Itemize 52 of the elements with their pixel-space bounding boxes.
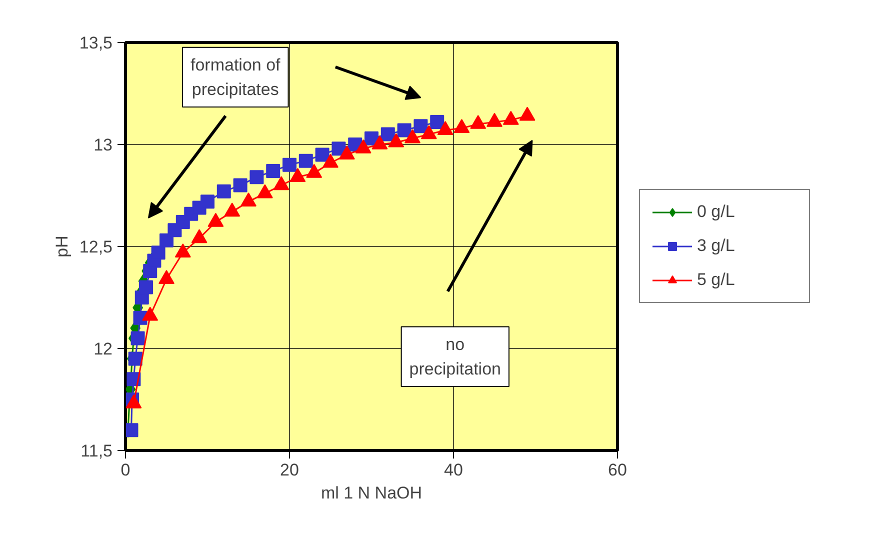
point bbox=[256, 184, 273, 198]
point bbox=[420, 125, 437, 140]
x-axis-title: ml 1 N NaOH bbox=[320, 484, 422, 502]
point bbox=[454, 119, 470, 134]
point bbox=[128, 352, 142, 366]
point bbox=[298, 154, 313, 168]
point bbox=[502, 110, 519, 125]
point bbox=[404, 129, 420, 144]
point bbox=[322, 154, 338, 168]
x-tick-label: 60 bbox=[608, 460, 627, 480]
y-tick-label: 13 bbox=[94, 136, 113, 154]
point bbox=[224, 202, 240, 217]
point bbox=[355, 139, 372, 154]
point bbox=[372, 135, 388, 150]
point bbox=[486, 112, 502, 127]
point bbox=[273, 176, 290, 190]
point bbox=[216, 184, 231, 198]
point bbox=[282, 158, 296, 172]
point bbox=[160, 233, 174, 248]
point bbox=[519, 106, 536, 121]
y-axis-title: pH bbox=[52, 236, 72, 258]
point bbox=[380, 127, 395, 142]
point bbox=[315, 148, 330, 162]
point bbox=[151, 246, 166, 260]
point bbox=[388, 133, 404, 148]
y-tick-label: 12,5 bbox=[79, 238, 113, 256]
annotation: formation of precipitates bbox=[190, 55, 281, 100]
legend-label: 0 g/L bbox=[697, 202, 736, 222]
legend-label: 3 g/L bbox=[697, 236, 736, 256]
point bbox=[470, 114, 486, 129]
point bbox=[126, 423, 138, 438]
x-tick-label: 40 bbox=[444, 460, 463, 480]
x-tick-label: 0 bbox=[120, 460, 130, 480]
y-tick-label: 13,5 bbox=[79, 34, 113, 52]
point bbox=[397, 123, 412, 138]
point bbox=[130, 331, 145, 346]
point bbox=[338, 146, 355, 160]
y-tick-label: 12 bbox=[94, 340, 113, 358]
x-tick-label: 20 bbox=[280, 460, 299, 480]
annotation: no precipitation bbox=[409, 334, 501, 379]
point bbox=[233, 178, 248, 192]
legend-label: 5 g/L bbox=[697, 270, 736, 290]
point bbox=[332, 142, 346, 156]
point bbox=[139, 280, 153, 294]
point bbox=[430, 115, 444, 130]
point bbox=[200, 194, 214, 209]
point bbox=[266, 164, 280, 178]
y-tick-label: 11,5 bbox=[80, 442, 113, 460]
point bbox=[250, 170, 264, 184]
point bbox=[306, 164, 322, 178]
point bbox=[414, 119, 428, 134]
point bbox=[437, 121, 454, 136]
